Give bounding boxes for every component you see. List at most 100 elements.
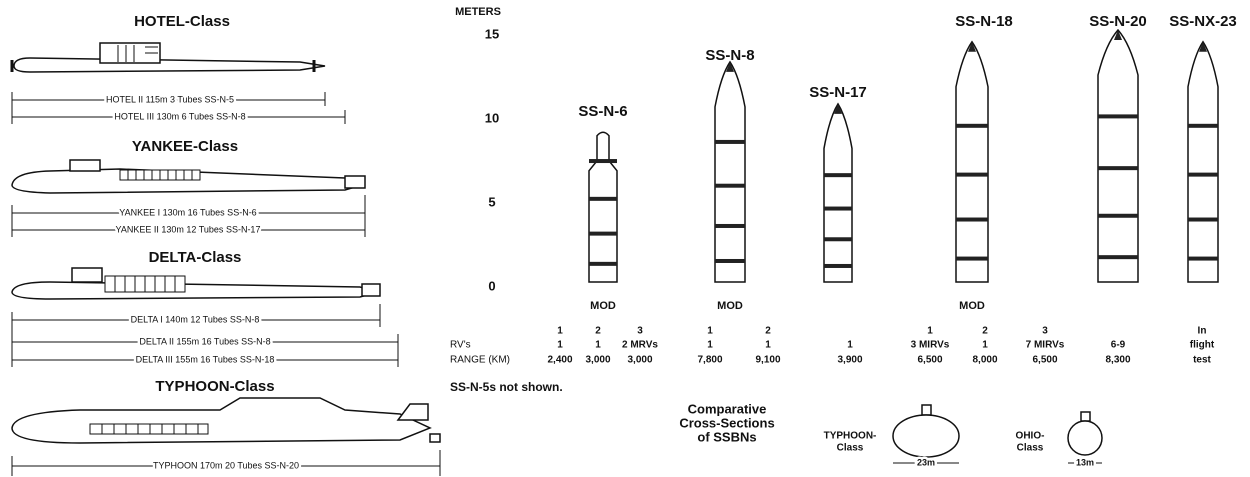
missile-name: SS-N-6	[578, 103, 627, 120]
missile-band	[1098, 255, 1138, 260]
table-cell: 1	[707, 340, 713, 351]
missile	[588, 131, 618, 283]
nose-tip	[1114, 30, 1122, 40]
missile-band	[956, 256, 988, 261]
table-cell: 3,900	[837, 355, 862, 366]
table-cell: In	[1198, 326, 1207, 337]
typhoon-section	[892, 414, 960, 458]
scale-tick-label: 0	[488, 278, 495, 293]
missile	[823, 102, 853, 283]
table-cell: 1	[982, 340, 988, 351]
delta-fin	[361, 283, 381, 297]
yankee-fin	[344, 175, 366, 189]
table-cell: 2	[595, 326, 601, 337]
cross-label: Class	[837, 443, 864, 454]
table-cell: 6-9	[1111, 340, 1126, 351]
table-cell: 1	[927, 326, 933, 337]
typhoon-tubes	[89, 423, 209, 435]
class-title: HOTEL-Class	[134, 13, 230, 30]
sub-spec: YANKEE II 130m 12 Tubes SS-N-17	[116, 224, 261, 234]
row-label: RANGE (KM)	[450, 355, 510, 366]
dimension-ends	[11, 304, 399, 367]
dimension-ends	[11, 195, 366, 237]
table-cell: 1	[707, 326, 713, 337]
typhoon-rudder	[429, 433, 441, 443]
table-cell: 3	[637, 326, 643, 337]
cross-label: TYPHOON-	[824, 431, 877, 442]
cross-width: 13m	[1076, 457, 1094, 467]
table-cell: 8,000	[972, 355, 997, 366]
missile-name: SS-N-17	[809, 84, 867, 101]
yankee-sail	[69, 159, 101, 172]
footnote: SS-N-5s not shown.	[450, 380, 563, 394]
submarine-labels: HOTEL-Class HOTEL II 115m 3 Tubes SS-N-5…	[103, 13, 301, 473]
cross-label: OHIO-	[1016, 431, 1045, 442]
nose-tip	[726, 61, 734, 72]
missile-band	[956, 217, 988, 222]
delta-tube-lines	[114, 276, 176, 292]
missile-band	[824, 263, 852, 268]
table-cell: 6,500	[917, 355, 942, 366]
table-cell: 3	[1042, 326, 1048, 337]
table-cell: 1	[847, 340, 853, 351]
missile-band	[589, 159, 617, 164]
mod-label: MOD	[959, 300, 985, 312]
missile-band	[589, 261, 617, 266]
missile-band	[824, 173, 852, 178]
delta-sail	[71, 267, 103, 283]
mod-label: MOD	[590, 300, 616, 312]
table-cell: 3 MIRVs	[911, 340, 950, 351]
cross-width: 23m	[917, 457, 935, 467]
missile-band	[824, 206, 852, 211]
table-cell: flight	[1190, 340, 1215, 351]
dimension-ends	[11, 450, 441, 476]
missile-band	[1098, 213, 1138, 218]
cross-title: of SSBNs	[697, 429, 756, 444]
table-cell: 3,000	[585, 355, 610, 366]
table-cell: 1	[595, 340, 601, 351]
cross-sections: Comparative Cross-Sections of SSBNs TYPH…	[679, 401, 1103, 470]
sub-spec: HOTEL III 130m 6 Tubes SS-N-8	[114, 111, 245, 121]
sub-spec: TYPHOON 170m 20 Tubes SS-N-20	[153, 460, 299, 470]
scale-tick-label: 5	[488, 194, 495, 209]
hotel-sail	[99, 42, 161, 64]
missile-band	[715, 258, 745, 263]
delta-hull	[11, 281, 381, 300]
missile-band	[1188, 172, 1218, 177]
missile	[955, 40, 989, 283]
missile-name: SS-N-20	[1089, 13, 1147, 30]
row-label: RV's	[450, 340, 471, 351]
missile-name: SS-N-18	[955, 13, 1013, 30]
missile-band	[956, 123, 988, 128]
scale-unit: METERS	[455, 6, 501, 18]
scale-tick-label: 15	[485, 26, 499, 41]
missile-name: SS-NX-23	[1169, 13, 1237, 30]
table-cell: 1	[765, 340, 771, 351]
cross-title: Cross-Sections	[679, 415, 774, 430]
typhoon-hull	[11, 397, 432, 444]
class-title: TYPHOON-Class	[155, 378, 274, 395]
table-cell: 2 MRVs	[622, 340, 658, 351]
missile-band	[1098, 114, 1138, 119]
missile-band	[1098, 166, 1138, 171]
table-cell: 7 MIRVs	[1026, 340, 1065, 351]
typhoon-fin	[396, 403, 429, 421]
table-cell: 8,300	[1105, 355, 1130, 366]
hotel-hull	[13, 57, 326, 73]
ohio-section	[1067, 420, 1103, 456]
cross-label: Class	[1017, 443, 1044, 454]
missile-band	[715, 183, 745, 188]
table-cell: 2	[982, 326, 988, 337]
submarines	[10, 42, 441, 476]
table-cell: 2,400	[547, 355, 572, 366]
missile-band	[589, 231, 617, 236]
cross-title: Comparative	[688, 401, 767, 416]
table-cell: 3,000	[627, 355, 652, 366]
sail-section	[1080, 411, 1091, 422]
sub-spec: DELTA III 155m 16 Tubes SS-N-18	[136, 354, 275, 364]
missile-name: SS-N-8	[705, 47, 754, 64]
missile	[1187, 40, 1219, 283]
class-title: DELTA-Class	[149, 249, 242, 266]
missile-band	[715, 139, 745, 144]
